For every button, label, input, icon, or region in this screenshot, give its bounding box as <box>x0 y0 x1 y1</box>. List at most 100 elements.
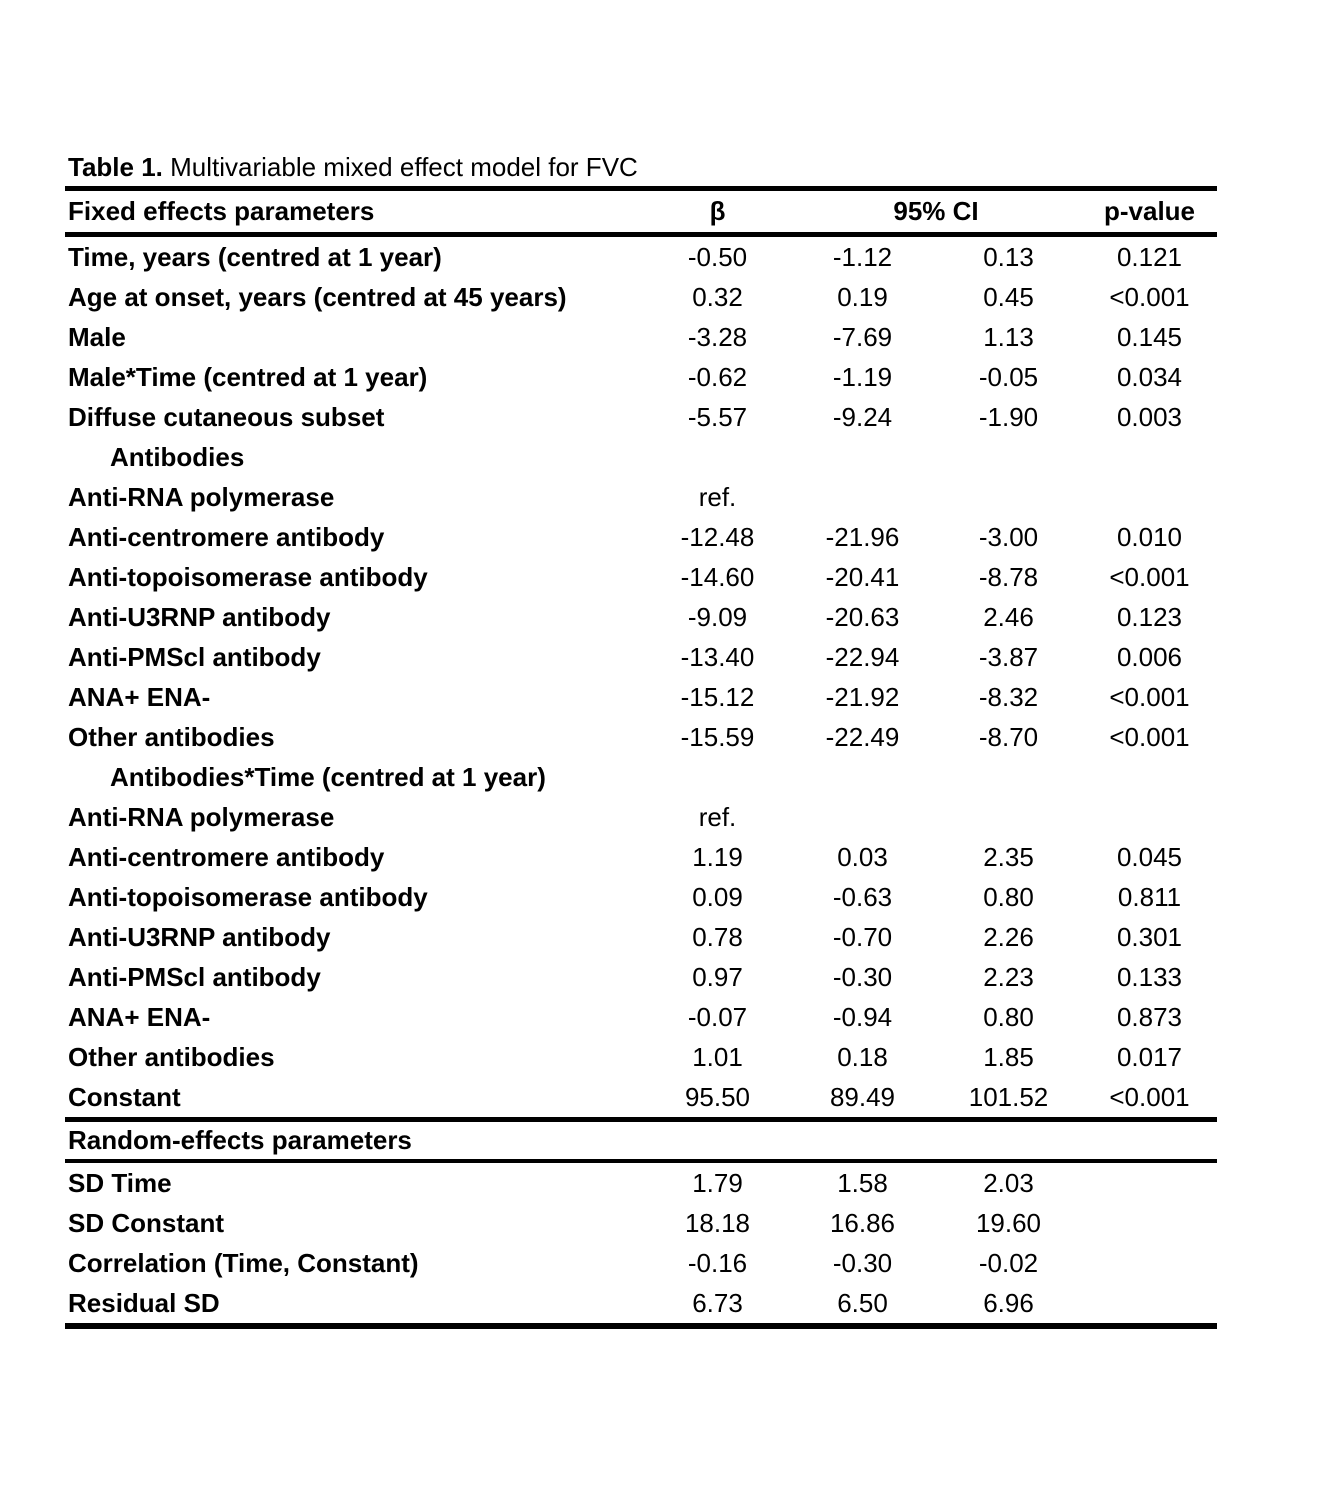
ci-high-value: 1.13 <box>983 321 1034 352</box>
row-label: ANA+ ENA- <box>68 681 211 712</box>
random-effects-rows: SD Time 1.79 1.58 2.03 SD Constant 18.18 16.86… <box>65 1163 1217 1323</box>
beta-value: -13.40 <box>680 641 755 672</box>
p-value: 0.045 <box>1116 841 1183 872</box>
beta-value: -0.16 <box>687 1247 748 1278</box>
ci-low-value: -22.49 <box>825 721 900 752</box>
random-effects-header-row: Random-effects parameters <box>65 1122 1217 1159</box>
divider-above-random <box>65 1117 1217 1122</box>
table-row: Residual SD 6.73 6.50 6.96 <box>65 1283 1217 1323</box>
ci-low-value: -1.12 <box>832 241 893 272</box>
row-label: Anti-topoisomerase antibody <box>68 881 428 912</box>
row-label: Anti-RNA polymerase <box>68 481 335 512</box>
p-value: 0.145 <box>1116 321 1183 352</box>
beta-value: 95.50 <box>684 1081 751 1112</box>
ci-low-value: 0.03 <box>837 841 888 872</box>
ci-low-value: -0.30 <box>832 961 893 992</box>
ci-low-value: 89.49 <box>829 1081 896 1112</box>
row-label: ANA+ ENA- <box>68 1001 211 1032</box>
table-row: Anti-U3RNP antibody 0.78 -0.70 2.26 0.301 <box>65 917 1217 957</box>
p-value: 0.121 <box>1116 241 1183 272</box>
p-value: 0.017 <box>1116 1041 1183 1072</box>
ci-high-value: 2.35 <box>983 841 1034 872</box>
beta-value: 0.78 <box>692 921 743 952</box>
p-value: <0.001 <box>1109 561 1190 592</box>
table-row: Anti-centromere antibody -12.48 -21.96 -3.0… <box>65 517 1217 557</box>
table-title-prefix: Table 1. <box>68 152 163 182</box>
p-value: 0.811 <box>1117 881 1182 912</box>
beta-value: 1.01 <box>692 1041 743 1072</box>
row-label: SD Constant <box>68 1207 224 1238</box>
row-label: Male*Time (centred at 1 year) <box>68 361 428 392</box>
table-1: Table 1. Multivariable mixed effect mode… <box>65 150 1217 1329</box>
table-row: Anti-centromere antibody 1.19 0.03 2.35 0.04… <box>65 837 1217 877</box>
table-row: ANA+ ENA- -0.07 -0.94 0.80 0.873 <box>65 997 1217 1037</box>
table-row: ANA+ ENA- -15.12 -21.92 -8.32 <0.001 <box>65 677 1217 717</box>
p-value: 0.006 <box>1116 641 1183 672</box>
ci-high-value: 19.60 <box>975 1207 1042 1238</box>
beta-value: 0.97 <box>692 961 743 992</box>
beta-value: 0.09 <box>692 881 743 912</box>
ci-high-value: -8.78 <box>978 561 1039 592</box>
table-row: Age at onset, years (centred at 45 years… <box>65 277 1217 317</box>
ci-high-value: 2.26 <box>983 921 1034 952</box>
ci-high-value: -0.05 <box>978 361 1039 392</box>
ci-low-value: -0.63 <box>832 881 893 912</box>
random-effects-header: Random-effects parameters <box>68 1125 412 1155</box>
ci-high-value: 0.13 <box>983 241 1034 272</box>
beta-value: 6.73 <box>692 1287 743 1318</box>
row-label: Male <box>68 321 126 352</box>
table-row: Other antibodies -15.59 -22.49 -8.70 <0.001 <box>65 717 1217 757</box>
table-title: Table 1. Multivariable mixed effect mode… <box>65 150 1217 186</box>
ci-high-value: 2.46 <box>983 601 1034 632</box>
row-label: Anti-PMScl antibody <box>68 641 321 672</box>
column-header-beta: β <box>709 196 726 226</box>
ci-high-value: -0.02 <box>978 1247 1039 1278</box>
beta-value: 18.18 <box>684 1207 751 1238</box>
beta-value: 1.79 <box>692 1167 743 1198</box>
divider-bottom <box>65 1323 1217 1329</box>
row-label: Antibodies <box>110 441 245 472</box>
table-row: Male -3.28 -7.69 1.13 0.145 <box>65 317 1217 357</box>
row-label: Diffuse cutaneous subset <box>68 401 385 432</box>
fixed-effects-rows: Time, years (centred at 1 year) -0.50 -1.1… <box>65 237 1217 1117</box>
ci-low-value: -1.19 <box>832 361 893 392</box>
divider-below-random-header <box>65 1159 1217 1163</box>
column-header-ci: 95% CI <box>893 196 979 226</box>
ci-low-value: -21.92 <box>825 681 900 712</box>
beta-value: -9.09 <box>687 601 748 632</box>
beta-value: ref. <box>698 481 737 512</box>
ci-high-value: 0.80 <box>983 1001 1034 1032</box>
table-row: Anti-topoisomerase antibody 0.09 -0.63 0.80… <box>65 877 1217 917</box>
row-label: Anti-RNA polymerase <box>68 801 335 832</box>
ci-low-value: -0.70 <box>832 921 893 952</box>
beta-value: -5.57 <box>687 401 748 432</box>
divider-top <box>65 186 1217 191</box>
row-label: Other antibodies <box>68 1041 275 1072</box>
beta-value: -0.62 <box>687 361 748 392</box>
table-row: SD Time 1.79 1.58 2.03 <box>65 1163 1217 1203</box>
row-label: Correlation (Time, Constant) <box>68 1247 419 1278</box>
row-label: Antibodies*Time (centred at 1 year) <box>110 761 546 792</box>
p-value: <0.001 <box>1109 1081 1190 1112</box>
table-row: Other antibodies 1.01 0.18 1.85 0.017 <box>65 1037 1217 1077</box>
column-header-parameters: Fixed effects parameters <box>68 196 375 226</box>
p-value: 0.123 <box>1116 601 1183 632</box>
beta-value: -0.07 <box>687 1001 748 1032</box>
column-header-pvalue: p-value <box>1103 196 1196 226</box>
p-value: 0.010 <box>1116 521 1183 552</box>
beta-value: -15.12 <box>680 681 755 712</box>
beta-value: 0.32 <box>692 281 743 312</box>
beta-value: -12.48 <box>680 521 755 552</box>
table-row: Diffuse cutaneous subset -5.57 -9.24 -1.90 0… <box>65 397 1217 437</box>
ci-low-value: -20.41 <box>825 561 900 592</box>
p-value: 0.133 <box>1116 961 1183 992</box>
row-label: Anti-topoisomerase antibody <box>68 561 428 592</box>
beta-value: ref. <box>698 801 737 832</box>
divider-below-header <box>65 232 1217 237</box>
ci-low-value: 1.58 <box>837 1167 888 1198</box>
ci-high-value: 2.03 <box>983 1167 1034 1198</box>
p-value: 0.003 <box>1116 401 1183 432</box>
ci-low-value: -0.94 <box>832 1001 893 1032</box>
row-label: Time, years (centred at 1 year) <box>68 241 442 272</box>
ci-high-value: 0.45 <box>983 281 1034 312</box>
